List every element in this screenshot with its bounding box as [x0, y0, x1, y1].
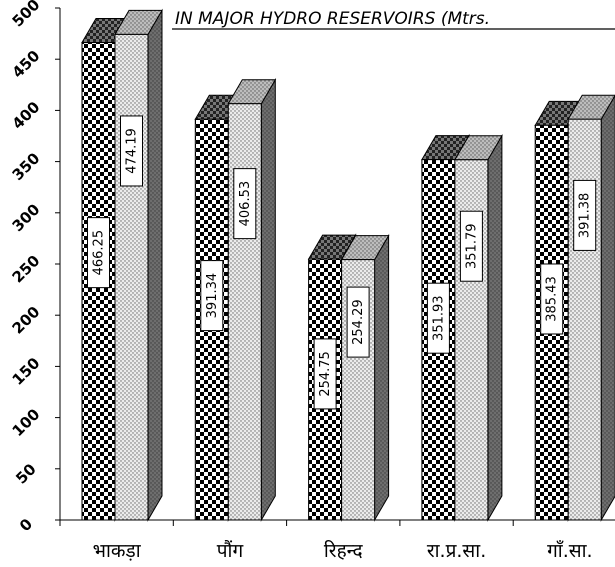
bar-side [487, 133, 503, 522]
data-label-box [346, 286, 370, 358]
bar [227, 103, 262, 521]
data-label: 406.53 [238, 181, 253, 227]
bar [567, 118, 602, 521]
category-label: रा.प्र.सा. [427, 540, 486, 562]
data-label-box [120, 115, 143, 187]
y-tick-label: 300 [9, 200, 44, 235]
y-tick-label: 100 [9, 405, 44, 440]
category-label: रिहन्द [324, 539, 364, 562]
bar-side [147, 8, 163, 522]
data-label-box [540, 263, 564, 335]
y-tick-label: 500 [9, 0, 44, 30]
y-tick-label: 400 [9, 98, 44, 133]
data-label: 466.25 [92, 230, 107, 276]
data-label: 385.43 [545, 276, 560, 322]
data-label-box [87, 217, 110, 289]
category-label: भाकड़ा [93, 540, 142, 562]
bar-side [600, 94, 615, 522]
y-axis-ticks: 0 50 100 150 200 250 300 350 400 450 500 [9, 0, 60, 535]
y-tick-label: 50 [12, 460, 39, 487]
x-axis-ticks [59, 520, 514, 526]
category-label: पौंग [217, 539, 244, 562]
y-tick-label: 450 [9, 47, 44, 82]
chart-title: IN MAJOR HYDRO RESERVOIRS (Mtrs. [175, 9, 490, 29]
data-label: 474.19 [125, 128, 140, 174]
data-label-box [459, 210, 483, 282]
category-labels: भाकड़ा पौंग रिहन्द रा.प्र.सा. गाँ.सा. [93, 539, 593, 562]
y-tick-label: 250 [9, 252, 44, 287]
bars [81, 8, 615, 522]
y-tick-label: 0 [16, 515, 36, 535]
bar-side [260, 77, 276, 522]
y-tick-label: 350 [9, 149, 44, 184]
data-label: 351.79 [464, 223, 479, 268]
y-tick-label: 150 [9, 354, 44, 389]
data-label: 254.29 [351, 299, 366, 345]
data-label: 391.34 [205, 273, 220, 319]
data-label-box [200, 260, 224, 332]
data-label-box [426, 282, 450, 354]
y-tick-label: 200 [9, 303, 44, 338]
data-label: 391.38 [578, 193, 593, 239]
data-label-box [313, 338, 337, 410]
data-labels: 466.25 474.19 391.34 406.53 254.75 254.29 351.… [87, 115, 597, 410]
data-label: 254.75 [318, 351, 333, 397]
data-label-box [573, 179, 597, 251]
data-label: 351.93 [431, 295, 446, 341]
data-label-box [233, 168, 257, 240]
category-label: गाँ.सा. [547, 539, 592, 562]
bar [114, 33, 149, 521]
bar-side [374, 233, 390, 522]
